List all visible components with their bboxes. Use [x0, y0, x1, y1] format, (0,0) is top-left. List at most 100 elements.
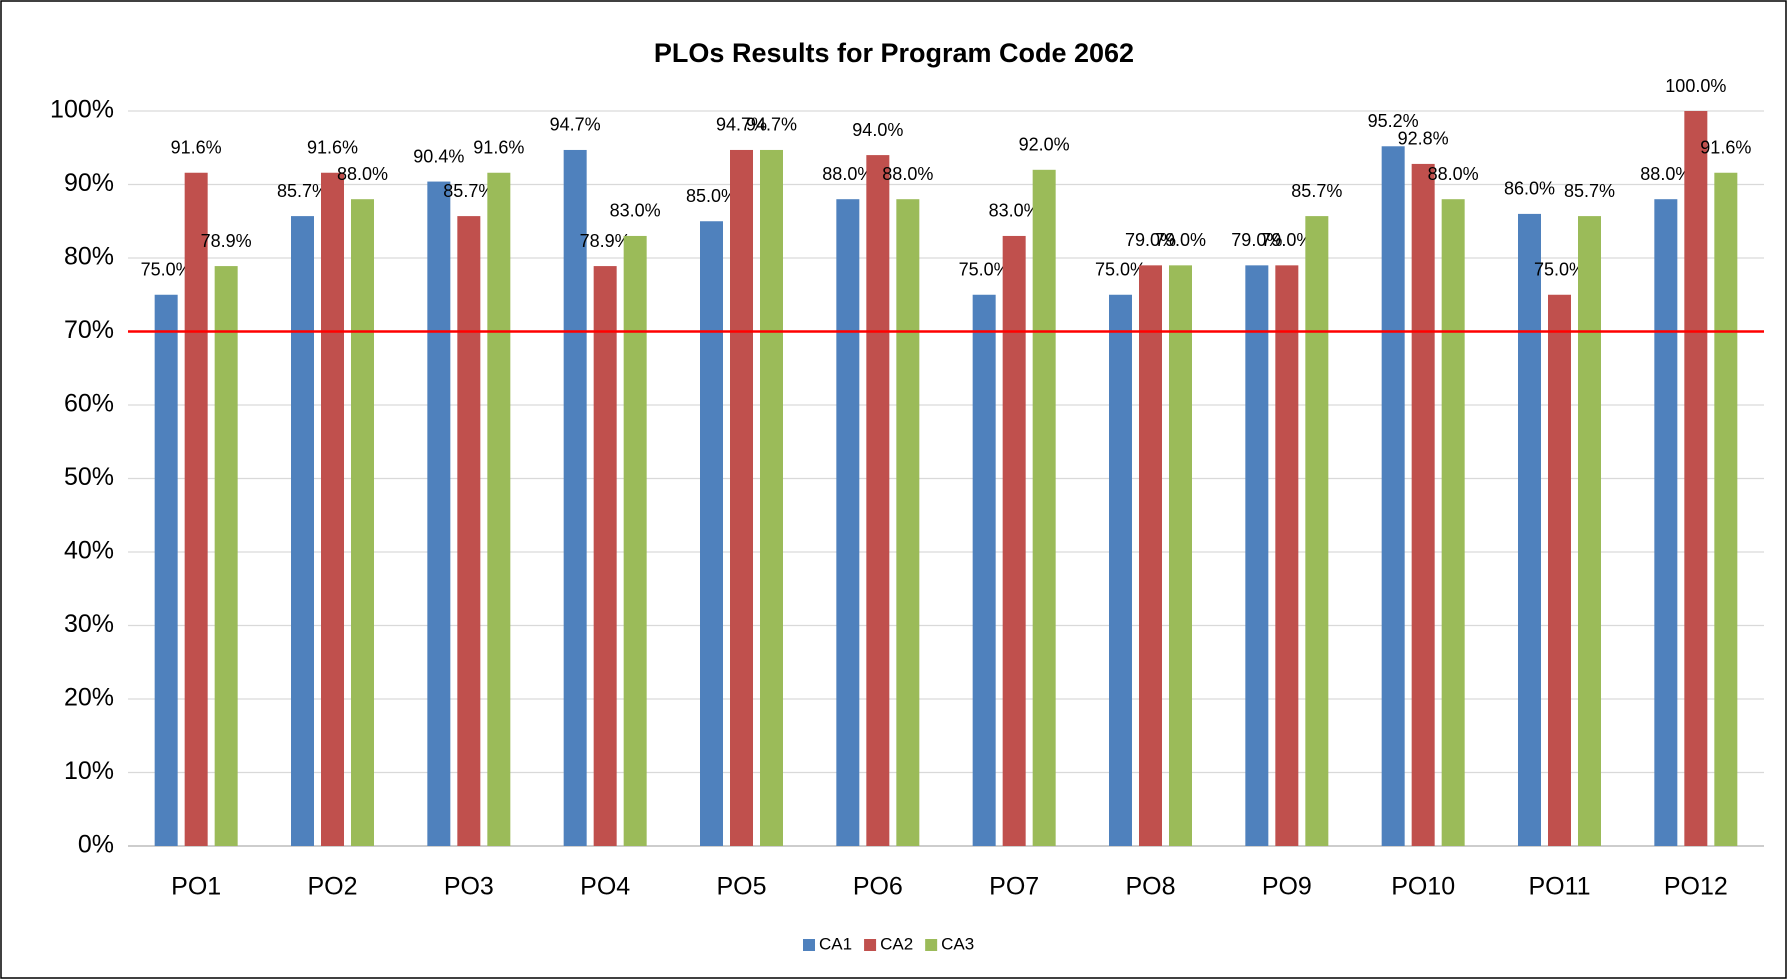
bar: [1245, 265, 1269, 847]
value-label: 94.7%: [746, 115, 797, 135]
x-tick-label: PO4: [580, 873, 630, 901]
bar: [427, 181, 451, 846]
legend-swatch: [803, 939, 815, 951]
value-label: 85.7%: [277, 181, 328, 201]
value-label: 95.2%: [1368, 111, 1419, 131]
chart-title: PLOs Results for Program Code 2062: [654, 38, 1134, 68]
x-tick-label: PO9: [1262, 873, 1312, 901]
bar: [214, 266, 238, 847]
bar: [593, 266, 617, 847]
y-tick-label: 80%: [64, 243, 114, 271]
legend-label: CA1: [819, 934, 852, 953]
value-label: 92.0%: [1019, 135, 1070, 155]
value-label: 91.6%: [1700, 137, 1751, 157]
bar: [1032, 169, 1056, 847]
value-label: 78.9%: [201, 231, 252, 251]
value-label: 79.0%: [1261, 230, 1312, 250]
x-tick-label: PO11: [1528, 873, 1590, 901]
bar: [866, 155, 890, 847]
bar: [1169, 265, 1192, 847]
value-label: 90.4%: [413, 146, 464, 166]
bar: [154, 294, 178, 846]
bar: [1714, 172, 1738, 847]
y-tick-label: 40%: [64, 537, 114, 565]
value-label: 79.0%: [1231, 230, 1282, 250]
bar: [487, 172, 511, 847]
bar: [896, 199, 920, 846]
value-label: 75.0%: [141, 260, 192, 280]
bar: [457, 216, 481, 847]
y-tick-label: 30%: [64, 610, 114, 638]
bar: [351, 199, 374, 846]
value-label: 92.8%: [1398, 129, 1449, 149]
bar: [1684, 111, 1708, 846]
x-tick-label: PO6: [853, 873, 903, 901]
value-label: 88.0%: [1428, 164, 1479, 184]
x-tick-label: PO1: [171, 873, 221, 901]
legend-swatch: [864, 939, 877, 951]
value-label: 88.0%: [1640, 164, 1691, 184]
bar: [760, 149, 783, 846]
bar: [1139, 265, 1162, 847]
value-label: 88.0%: [822, 164, 873, 184]
y-tick-label: 0%: [78, 831, 114, 859]
legend-label: CA3: [941, 934, 974, 953]
y-tick-label: 60%: [64, 390, 114, 418]
value-label: 88.0%: [882, 164, 933, 184]
x-tick-label: PO8: [1125, 873, 1175, 901]
bar: [184, 172, 208, 847]
bar: [321, 172, 344, 847]
legend-label: CA2: [880, 934, 913, 953]
bar: [563, 149, 587, 846]
y-tick-label: 70%: [64, 316, 114, 344]
value-label: 86.0%: [1504, 179, 1555, 199]
value-label: 85.0%: [686, 186, 737, 206]
value-label: 75.0%: [1095, 260, 1146, 280]
y-tick-label: 20%: [64, 684, 114, 712]
bar: [1305, 216, 1329, 847]
x-tick-label: PO5: [716, 873, 766, 901]
value-label: 100.0%: [1665, 76, 1726, 96]
bar: [1578, 216, 1601, 847]
value-label: 83.0%: [989, 201, 1040, 221]
value-label: 78.9%: [580, 231, 631, 251]
bar: [730, 149, 753, 846]
value-label: 75.0%: [959, 260, 1010, 280]
bar: [291, 216, 314, 847]
value-label: 79.0%: [1125, 230, 1176, 250]
bar: [623, 235, 647, 846]
bar: [1002, 235, 1026, 846]
value-label: 91.6%: [473, 137, 524, 157]
bar: [1441, 199, 1465, 846]
value-label: 75.0%: [1534, 260, 1585, 280]
value-label: 94.7%: [716, 115, 767, 135]
bar: [1109, 294, 1132, 846]
bar: [1381, 146, 1405, 846]
value-label: 91.6%: [171, 137, 222, 157]
bar: [836, 199, 860, 846]
x-tick-label: PO2: [307, 873, 357, 901]
y-tick-label: 50%: [64, 463, 114, 491]
bar: [1411, 163, 1435, 847]
y-tick-label: 10%: [64, 757, 114, 785]
value-label: 88.0%: [337, 164, 388, 184]
bar: [1518, 213, 1541, 846]
bar: [1275, 265, 1299, 847]
bar: [1548, 294, 1571, 846]
value-label: 83.0%: [610, 201, 661, 221]
bar: [700, 221, 723, 846]
value-label: 85.7%: [1291, 181, 1342, 201]
y-tick-label: 100%: [50, 96, 114, 124]
value-label: 94.0%: [852, 120, 903, 140]
value-label: 85.7%: [1564, 181, 1615, 201]
legend-swatch: [925, 939, 938, 951]
x-tick-label: PO7: [989, 873, 1039, 901]
value-label: 94.7%: [550, 115, 601, 135]
y-tick-label: 90%: [64, 169, 114, 197]
x-tick-label: PO10: [1391, 873, 1455, 901]
x-tick-label: PO12: [1664, 873, 1728, 901]
x-tick-label: PO3: [444, 873, 494, 901]
value-label: 85.7%: [443, 181, 494, 201]
value-label: 91.6%: [307, 137, 358, 157]
